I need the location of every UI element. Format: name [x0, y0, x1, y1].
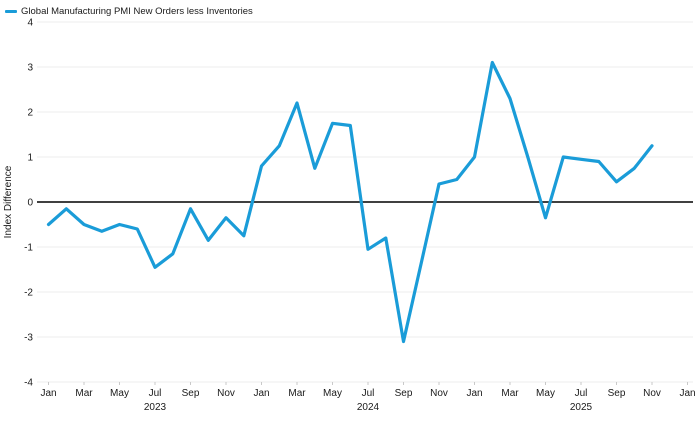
x-tick-label: Mar — [501, 388, 519, 399]
y-tick-label: 2 — [27, 108, 33, 119]
y-tick-label: 4 — [27, 18, 33, 29]
y-tick-label: -2 — [24, 288, 33, 299]
x-tick-label: Sep — [182, 388, 200, 399]
x-tick-label: Jul — [575, 388, 588, 399]
x-tick-label: Jan — [466, 388, 482, 399]
y-tick-label: 3 — [27, 63, 33, 74]
y-tick-label: -1 — [24, 243, 33, 254]
x-year-label: 2023 — [144, 402, 167, 413]
y-axis-title: Index Difference — [3, 165, 14, 238]
x-tick-label: May — [110, 388, 129, 399]
series-line-pmi-new-orders-less-inventories — [46, 60, 654, 344]
legend-line-swatch-icon — [5, 10, 17, 13]
y-tick-label: -4 — [24, 378, 33, 389]
x-tick-label: Jul — [149, 388, 162, 399]
x-tick-label: Jan — [679, 388, 695, 399]
x-year-label: 2025 — [570, 402, 593, 413]
x-tick-label: May — [323, 388, 342, 399]
x-tick-label: Jul — [362, 388, 375, 399]
chart-legend: Global Manufacturing PMI New Orders less… — [5, 6, 253, 17]
x-tick-label: Sep — [395, 388, 413, 399]
x-year-label: 2024 — [357, 402, 380, 413]
x-tick-label: May — [536, 388, 555, 399]
x-tick-label: Mar — [75, 388, 93, 399]
legend-series-label: Global Manufacturing PMI New Orders less… — [21, 6, 253, 17]
x-tick-label: Jan — [40, 388, 56, 399]
x-tick-label: Nov — [643, 388, 661, 399]
y-tick-label: 0 — [27, 198, 33, 209]
x-tick-label: Mar — [288, 388, 306, 399]
x-tick-label: Sep — [608, 388, 626, 399]
x-tick-label: Nov — [430, 388, 448, 399]
y-tick-label: 1 — [27, 153, 33, 164]
x-tick-label: Jan — [253, 388, 269, 399]
x-tick-label: Nov — [217, 388, 235, 399]
y-tick-label: -3 — [24, 333, 33, 344]
